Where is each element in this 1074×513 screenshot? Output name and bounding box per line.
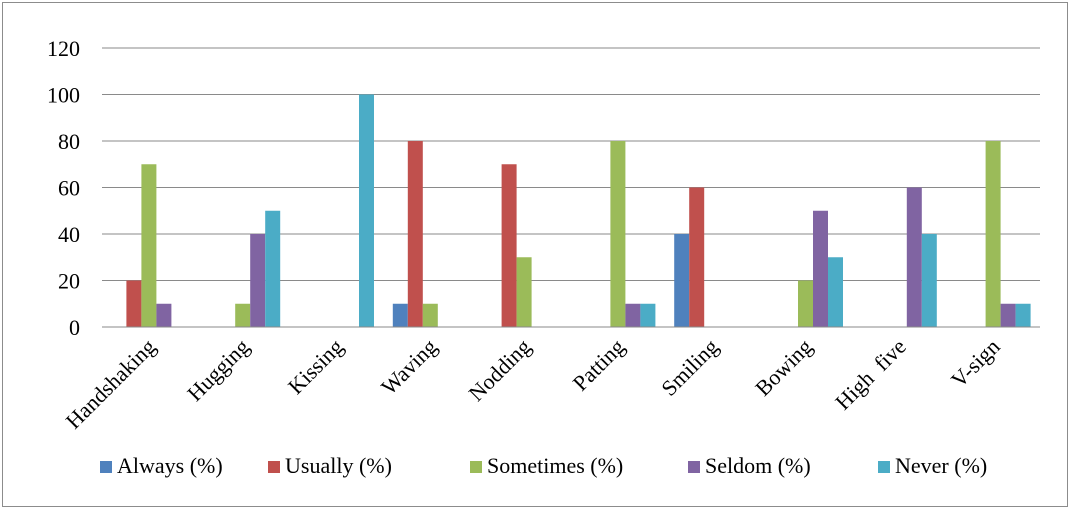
- bar: [516, 257, 532, 327]
- y-tick-label: 120: [47, 36, 80, 61]
- x-tick-label: V-sign: [946, 334, 1005, 393]
- bar: [250, 234, 266, 327]
- x-tick-label: High five: [830, 334, 911, 415]
- bar: [392, 303, 408, 327]
- bar: [359, 94, 374, 327]
- x-tick-label: Kissing: [283, 334, 348, 399]
- x-tick-label: Bowing: [750, 334, 817, 401]
- bar: [126, 280, 142, 327]
- bar: [906, 187, 922, 327]
- bar: [141, 164, 157, 327]
- legend-swatch: [688, 461, 700, 473]
- x-tick-label: Nodding: [464, 334, 536, 406]
- bar: [610, 141, 626, 327]
- bar: [828, 257, 843, 327]
- bar: [156, 303, 172, 327]
- bar: [1000, 303, 1016, 327]
- bar: [798, 280, 813, 327]
- y-tick-label: 20: [58, 269, 80, 294]
- bar: [674, 234, 690, 327]
- legend-swatch: [878, 461, 890, 473]
- legend: Always (%) Usually (%) Sometimes (%) Seldom…: [100, 453, 987, 478]
- gridlines: [102, 47, 1040, 281]
- bar: [1015, 303, 1031, 327]
- y-axis-ticks: 0 20 40 60 80 100 120: [47, 36, 80, 340]
- x-tick-label: Hugging: [182, 334, 254, 406]
- bar: [235, 303, 251, 327]
- bar: [625, 303, 641, 327]
- legend-label: Always (%): [117, 453, 223, 478]
- y-tick-label: 80: [58, 129, 80, 154]
- bars: [126, 94, 1031, 327]
- x-tick-label: Waving: [376, 334, 442, 400]
- legend-label: Seldom (%): [705, 453, 811, 478]
- y-tick-label: 0: [69, 315, 80, 340]
- y-tick-label: 60: [58, 176, 80, 201]
- bar: [422, 303, 438, 327]
- legend-swatch: [470, 461, 482, 473]
- bar: [985, 141, 1001, 327]
- legend-label: Usually (%): [285, 453, 392, 478]
- bar: [501, 164, 517, 327]
- bar: [921, 234, 937, 327]
- bar: [265, 210, 281, 327]
- x-tick-label: Handshaking: [61, 334, 161, 434]
- y-tick-label: 100: [47, 83, 80, 108]
- x-axis-labels: Handshaking Hugging Kissing Waving Nodding Pa…: [61, 334, 1005, 434]
- legend-label: Never (%): [895, 453, 987, 478]
- bar: [407, 141, 423, 327]
- bar: [640, 303, 656, 327]
- legend-swatch: [268, 461, 280, 473]
- chart-frame: [2, 2, 1068, 507]
- y-tick-label: 40: [58, 222, 80, 247]
- x-tick-label: Smiling: [656, 334, 723, 401]
- bar: [813, 210, 828, 327]
- legend-label: Sometimes (%): [487, 453, 623, 478]
- x-tick-label: Patting: [568, 334, 630, 396]
- bar: [689, 187, 705, 327]
- legend-swatch: [100, 461, 112, 473]
